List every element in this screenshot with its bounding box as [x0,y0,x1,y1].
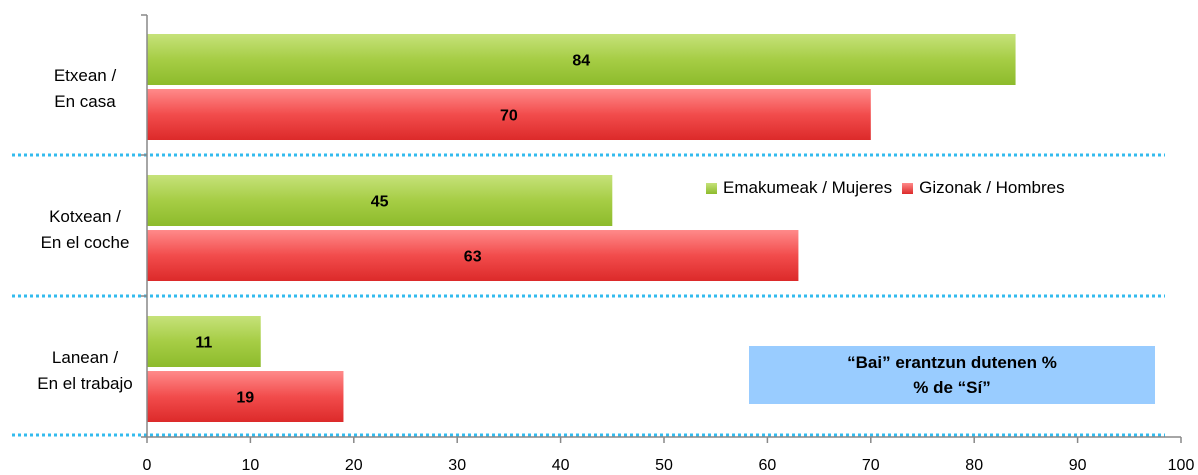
legend-label-women: Emakumeak / Mujeres [723,178,893,197]
bar-men [147,89,871,140]
legend: Emakumeak / Mujeres Gizonak / Hombres [706,178,1075,198]
data-label: 63 [464,249,482,266]
x-tick-label: 40 [552,457,570,474]
note-line-1: “Bai” erantzun dutenen % [847,353,1057,372]
category-label-0: Etxean / En casa [20,63,150,115]
legend-swatch-men [902,182,914,194]
data-label: 84 [572,53,590,70]
category-label-line: Etxean / [53,66,117,85]
x-tick-label: 0 [143,457,152,474]
bar-women [147,175,613,226]
category-label-line: Kotxean / [49,207,121,226]
bar-women [147,316,261,367]
bar-men [147,230,799,281]
x-tick-label: 30 [448,457,466,474]
legend-item-men: Gizonak / Hombres [902,178,1065,198]
category-label-line: En el coche [40,233,130,252]
x-tick-label: 50 [655,457,673,474]
x-tick-label: 80 [965,457,983,474]
note-line-2: % de “Sí” [913,378,991,397]
category-label-1: Kotxean / En el coche [20,204,150,256]
x-tick-label: 100 [1168,457,1195,474]
x-tick-label: 20 [345,457,363,474]
legend-swatch-women [706,182,717,194]
x-tick-label: 10 [242,457,260,474]
x-tick-label: 60 [759,457,777,474]
data-label: 19 [236,390,254,407]
category-label-line: En el trabajo [37,374,133,393]
bar-men [147,371,344,422]
legend-item-women: Emakumeak / Mujeres [706,178,892,198]
data-label: 70 [500,108,518,125]
bar-women [147,34,1016,85]
x-tick-label: 70 [862,457,880,474]
note-box: “Bai” erantzun dutenen % % de “Sí” [749,346,1155,404]
data-label: 45 [371,194,389,211]
category-label-line: Lanean / [51,348,119,367]
category-label-line: En casa [54,92,116,111]
category-label-2: Lanean / En el trabajo [20,345,150,397]
data-label: 11 [195,335,212,352]
legend-label-men: Gizonak / Hombres [919,178,1065,197]
x-tick-label: 90 [1069,457,1087,474]
